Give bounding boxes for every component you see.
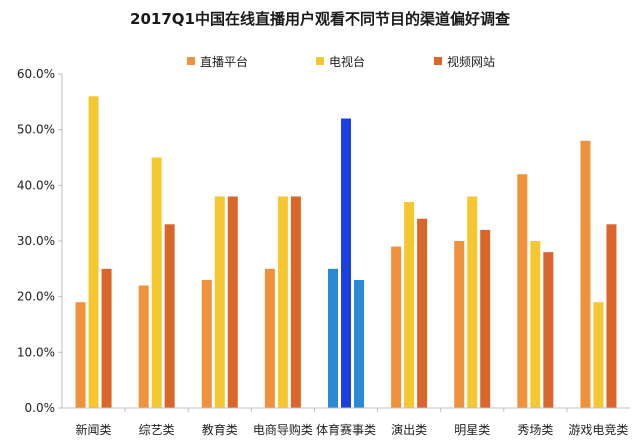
bar — [480, 229, 491, 408]
bar — [593, 302, 604, 408]
x-tick-label: 游戏电竞类 — [568, 423, 628, 437]
x-axis: 新闻类 综艺类 教育类 电商导购类 体育赛事类 演出类 明星类 秀场类 游戏电竞类 — [62, 407, 630, 437]
y-tick-label: 40.0% — [17, 178, 55, 192]
bar — [606, 224, 617, 408]
y-tick-label: 0.0% — [25, 401, 56, 415]
legend-label: 直播平台 — [200, 54, 248, 69]
bar — [454, 241, 465, 408]
bar — [391, 246, 402, 408]
y-tick-label: 20.0% — [17, 290, 55, 304]
bar — [201, 279, 212, 408]
bars — [75, 96, 617, 409]
bar — [101, 268, 112, 408]
bar — [341, 118, 351, 409]
bar — [214, 196, 225, 408]
legend: 直播平台 电视台 视频网站 — [187, 54, 495, 69]
bar — [227, 196, 238, 408]
x-tick-label: 新闻类 — [76, 422, 112, 437]
bar — [138, 285, 149, 408]
bar — [328, 268, 338, 408]
y-axis: 0.0% 10.0% 20.0% 30.0% 40.0% 50.0% 60.0% — [17, 67, 63, 415]
bar — [277, 196, 288, 408]
y-tick-label: 50.0% — [17, 123, 55, 137]
bar — [164, 224, 175, 408]
legend-swatch — [316, 57, 324, 65]
x-tick-label: 秀场类 — [517, 423, 553, 437]
bar — [543, 252, 554, 408]
x-tick-label: 综艺类 — [139, 423, 175, 437]
chart-title: 2017Q1中国在线直播用户观看不同节目的渠道偏好调查 — [130, 10, 511, 28]
bar — [354, 279, 364, 408]
bar — [88, 96, 99, 409]
legend-swatch — [187, 57, 195, 65]
y-tick-label: 30.0% — [17, 234, 55, 248]
x-tick-label: 电商导购类 — [253, 422, 313, 437]
legend-label: 视频网站 — [447, 54, 495, 69]
bar — [404, 202, 415, 408]
bar — [290, 196, 301, 408]
legend-swatch — [434, 57, 442, 65]
bar — [417, 218, 428, 408]
x-tick-label: 明星类 — [454, 423, 490, 437]
x-tick-label: 体育赛事类 — [316, 422, 376, 437]
bar — [467, 196, 478, 408]
x-tick-label: 演出类 — [391, 422, 427, 437]
bar — [580, 140, 591, 409]
y-tick-label: 60.0% — [17, 67, 55, 81]
legend-label: 电视台 — [329, 54, 365, 69]
bar — [517, 174, 528, 408]
bar — [151, 157, 162, 408]
bar — [264, 268, 275, 408]
bar — [530, 241, 541, 408]
y-tick-label: 10.0% — [17, 345, 55, 359]
x-tick-label: 教育类 — [202, 422, 238, 437]
bar — [75, 302, 86, 408]
